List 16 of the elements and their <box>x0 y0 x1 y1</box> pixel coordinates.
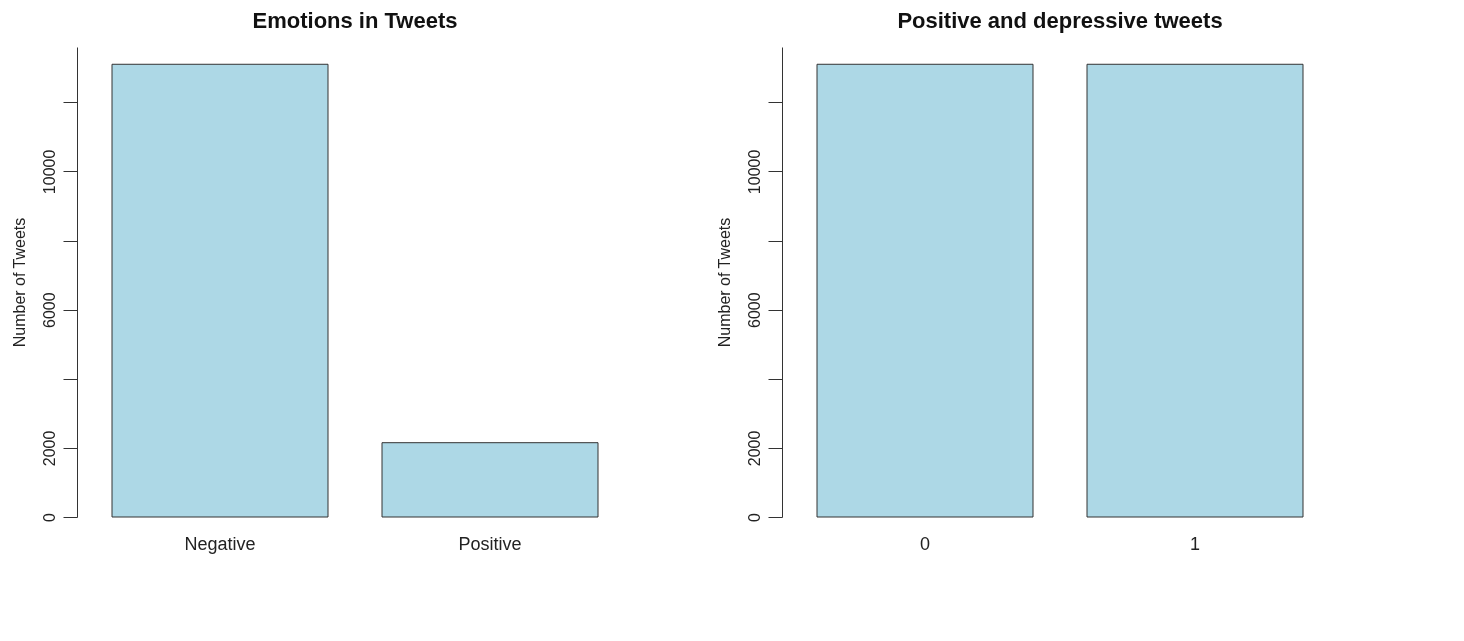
x-tick-label: 1 <box>1189 533 1201 554</box>
y-axis-title: Number of Tweets <box>10 217 28 348</box>
y-tick-label: 10000 <box>40 149 58 195</box>
y-tick-label: 6000 <box>40 292 58 328</box>
chart-title: Positive and depressive tweets <box>897 8 1223 33</box>
x-tick-label: Positive <box>458 533 522 554</box>
y-tick-label: 0 <box>40 512 58 522</box>
x-tick-label: Negative <box>184 533 256 554</box>
x-tick-label: 0 <box>919 533 931 554</box>
y-tick-label: 2000 <box>40 430 58 467</box>
chart-title: Emotions in Tweets <box>252 8 458 33</box>
y-tick-label: 0 <box>745 512 763 522</box>
y-axis-title: Number of Tweets <box>715 217 733 348</box>
y-tick-label: 6000 <box>745 292 763 328</box>
y-tick-label: 10000 <box>745 149 763 195</box>
y-tick-label: 2000 <box>745 430 763 467</box>
